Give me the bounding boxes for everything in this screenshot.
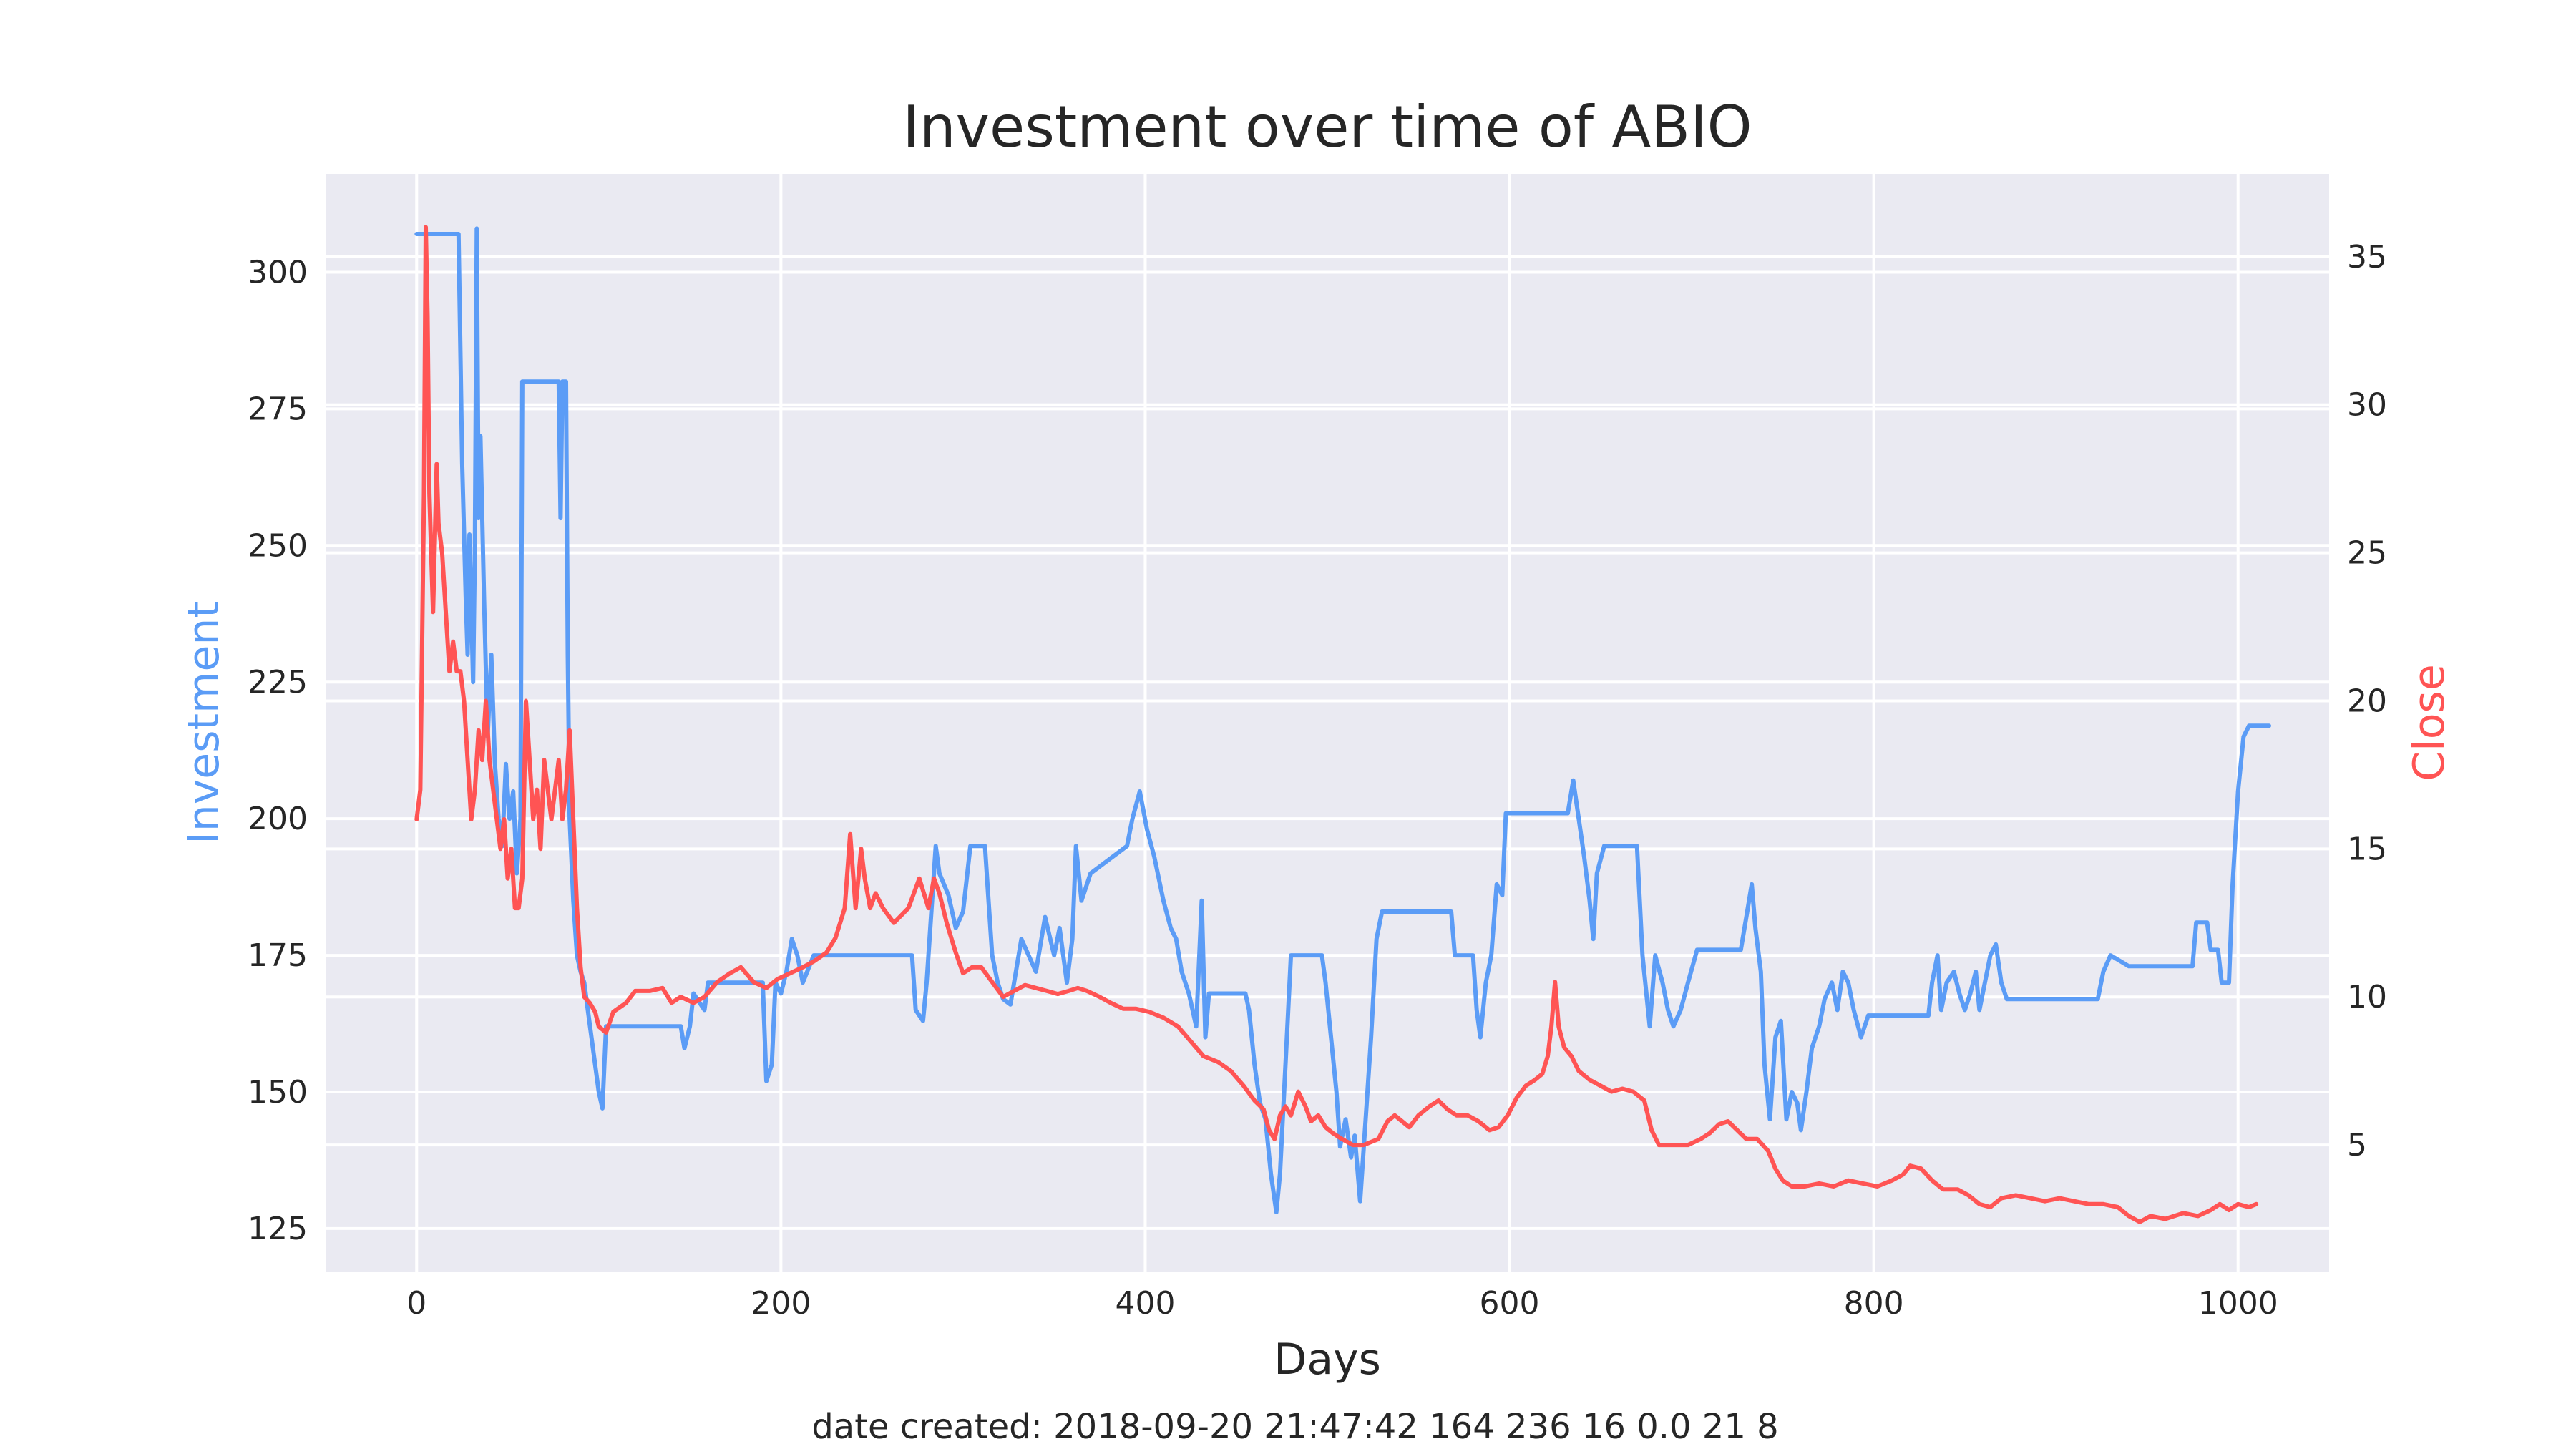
right-tick-label: 10 [2347, 979, 2387, 1015]
right-tick-label: 15 [2347, 831, 2387, 867]
left-tick-label: 200 [248, 801, 308, 837]
right-tick-label: 20 [2347, 683, 2387, 719]
right-tick-label: 30 [2347, 387, 2387, 424]
left-axis-label: Investment [179, 601, 229, 844]
right-tick-label: 5 [2347, 1127, 2367, 1163]
chart-title: Investment over time of ABIO [902, 94, 1752, 160]
right-tick-label: 25 [2347, 535, 2387, 572]
x-tick-label: 200 [751, 1285, 811, 1322]
left-tick-label: 300 [248, 254, 308, 291]
plot-background [326, 174, 2329, 1272]
close-series-line [414, 225, 2259, 1224]
x-tick-label: 1000 [2198, 1285, 2278, 1322]
left-tick-label: 250 [248, 527, 308, 564]
series-lines [414, 225, 2271, 1224]
x-tick-label: 800 [1844, 1285, 1904, 1322]
left-tick-label: 175 [248, 937, 308, 974]
x-tick-label: 400 [1115, 1285, 1175, 1322]
left-axis-ticks: 125 150 175 200 225 250 275 300 [248, 254, 308, 1246]
grid [326, 174, 2329, 1272]
left-tick-label: 275 [248, 391, 308, 427]
right-tick-label: 35 [2347, 239, 2387, 275]
investment-series-line [414, 226, 2271, 1214]
x-tick-label: 0 [406, 1285, 426, 1322]
x-axis-label: Days [1274, 1335, 1381, 1385]
left-tick-label: 225 [248, 664, 308, 701]
footnote: date created: 2018-09-20 21:47:42 164 23… [811, 1407, 1778, 1447]
right-axis-ticks: 5 10 15 20 25 30 35 [2347, 239, 2387, 1163]
left-tick-label: 150 [248, 1074, 308, 1111]
left-tick-label: 125 [248, 1211, 308, 1247]
x-axis-ticks: 0 200 400 600 800 1000 [406, 1285, 2278, 1322]
right-axis-label: Close [2404, 664, 2454, 781]
x-tick-label: 600 [1480, 1285, 1540, 1322]
